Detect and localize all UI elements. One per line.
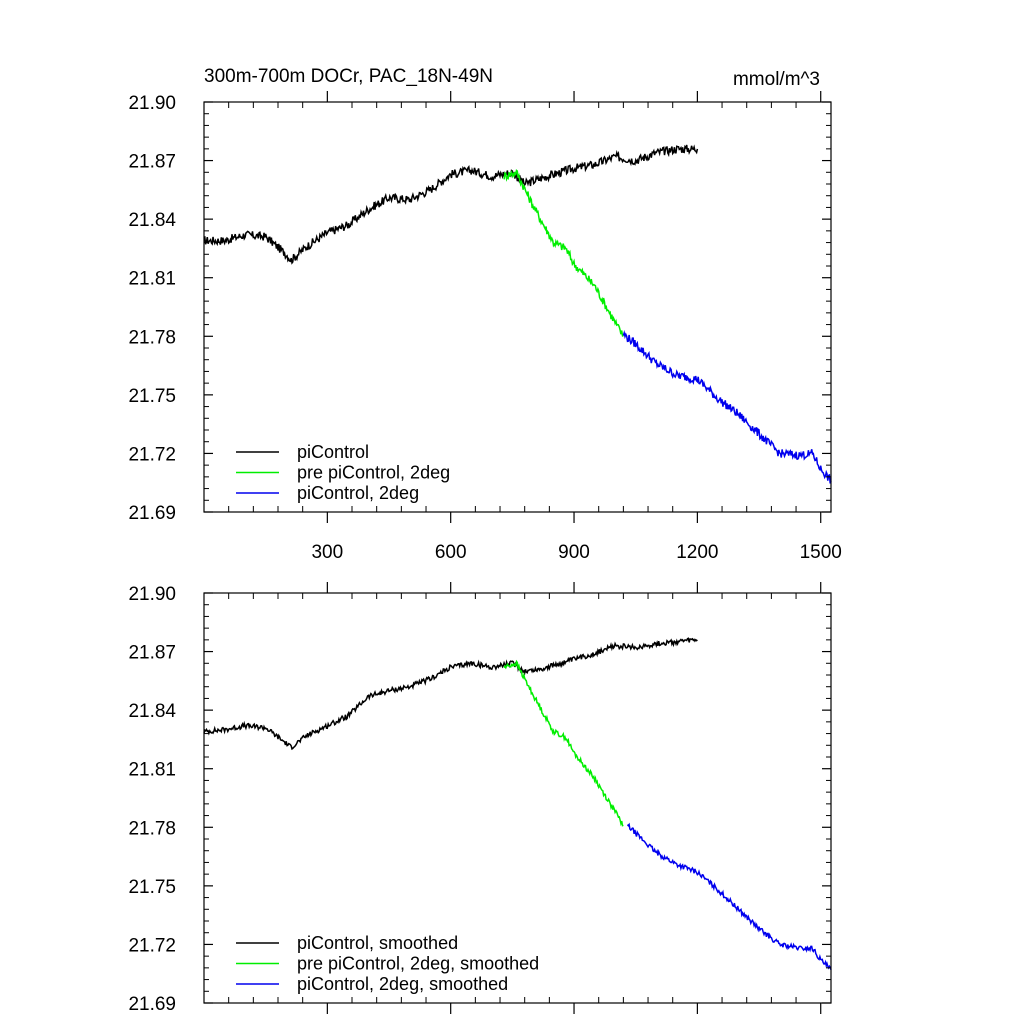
y-tick-label: 21.84 (128, 701, 176, 722)
series-line (203, 144, 699, 265)
y-tick-label: 21.87 (128, 643, 176, 664)
bottom-panel: 21.69 21.72 21.75 21.78 21.81 21.84 21.87 21.90… (128, 582, 832, 1015)
series-line (503, 659, 624, 827)
y-tick-label: 21.84 (128, 210, 176, 231)
y-tick-label: 21.78 (128, 327, 176, 348)
plot-frame (203, 101, 832, 513)
y-tick-label: 21.69 (128, 503, 176, 524)
units-label: mmol/m^3 (733, 69, 820, 90)
y-tick-label: 21.78 (128, 818, 176, 839)
x-tick-label: 900 (558, 542, 590, 563)
legend-label: piControl (297, 442, 369, 462)
series-line (626, 822, 832, 971)
chart-title: 300m-700m DOCr, PAC_18N-49N (204, 66, 493, 87)
y-tick-label: 21.90 (128, 584, 176, 605)
legend-label: piControl, 2deg, smoothed (297, 974, 508, 994)
x-tick-label: 1200 (676, 542, 718, 563)
y-tick-label: 21.81 (128, 760, 176, 781)
top-panel: 21.69 21.72 21.75 21.78 21.81 21.84 21.87 21.90… (128, 91, 842, 563)
y-tick-label: 21.81 (128, 269, 176, 290)
y-tick-label: 21.75 (128, 386, 176, 407)
y-tick-label: 21.72 (128, 935, 176, 956)
y-tick-label: 21.75 (128, 877, 176, 898)
legend-label: piControl, 2deg (297, 483, 419, 503)
legend-label: pre piControl, 2deg, smoothed (297, 954, 539, 974)
y-tick-label: 21.87 (128, 152, 176, 173)
y-tick-label: 21.69 (128, 994, 176, 1015)
series-line (622, 329, 832, 484)
x-tick-label: 1500 (800, 542, 842, 563)
y-tick-label: 21.72 (128, 444, 176, 465)
plot-frame (203, 592, 832, 1004)
legend-label: piControl, smoothed (297, 933, 458, 953)
series-line (503, 169, 624, 337)
x-tick-label: 300 (311, 542, 343, 563)
x-tick-label: 600 (435, 542, 467, 563)
legend-label: pre piControl, 2deg (297, 463, 450, 483)
y-tick-label: 21.90 (128, 93, 176, 114)
series-line (203, 637, 698, 751)
